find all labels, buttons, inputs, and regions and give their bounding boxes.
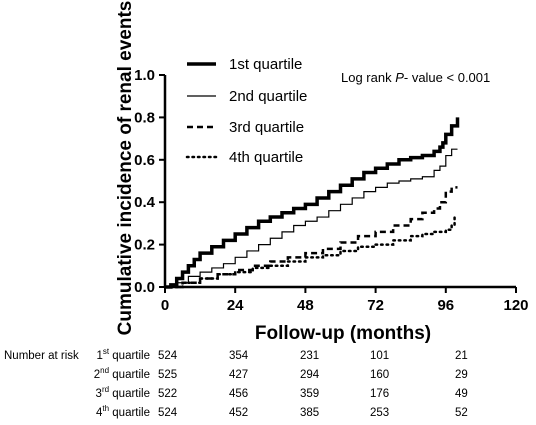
risk-cell: 176 <box>370 388 389 400</box>
risk-row-word: quartile <box>112 350 150 362</box>
legend-label-1: 1st quartile <box>229 56 302 73</box>
risk-row-ordinal: 4 <box>96 407 103 419</box>
risk-row-superscript: nd <box>100 366 109 375</box>
risk-cell: 231 <box>300 350 319 362</box>
risk-row-ordinal: 1 <box>96 350 102 362</box>
risk-row-ordinal: 2 <box>94 369 100 381</box>
risk-cell: 524 <box>158 407 178 419</box>
legend-label-4: 4th quartile <box>229 149 303 166</box>
risk-row-word: quartile <box>112 388 150 400</box>
number-at-risk-table: Number at risk 1st quartile 524 354 231 101 21… <box>4 347 468 419</box>
risk-row-label: 4th quartile <box>96 404 150 419</box>
x-tick-label: 72 <box>367 297 384 314</box>
y-tick-label: 0.8 <box>134 109 155 126</box>
annotation-suffix: - value < 0.001 <box>404 70 490 85</box>
risk-cell: 21 <box>455 350 468 362</box>
risk-cell: 427 <box>229 369 248 381</box>
risk-row-label: 2nd quartile <box>94 366 150 381</box>
y-axis-label: Cumulative incidence of renal events <box>115 1 136 336</box>
series-layer <box>163 117 460 289</box>
risk-cell: 294 <box>300 369 320 381</box>
y-tick-label: 1.0 <box>134 67 155 84</box>
annotation-prefix: Log rank <box>341 70 395 85</box>
legend: 1st quartile 2nd quartile 3rd quartile 4th … <box>185 56 307 166</box>
risk-cell: 354 <box>229 350 249 362</box>
risk-row-superscript: rd <box>102 385 109 394</box>
x-tick-label: 0 <box>161 297 169 314</box>
risk-cell: 525 <box>158 369 177 381</box>
x-tick-label: 48 <box>297 297 314 314</box>
legend-label-3: 3rd quartile <box>229 119 304 136</box>
risk-cell: 52 <box>455 407 468 419</box>
risk-cell: 160 <box>370 369 389 381</box>
x-axis-label: Follow-up (months) <box>255 323 431 344</box>
risk-row-word: quartile <box>112 407 150 419</box>
risk-row-superscript: st <box>103 347 110 356</box>
y-tick-label: 0.6 <box>134 152 155 169</box>
risk-row-ordinal: 3 <box>96 388 102 400</box>
x-tick-label: 96 <box>437 297 454 314</box>
risk-cell: 452 <box>229 407 248 419</box>
y-tick-label: 0.0 <box>134 279 155 296</box>
risk-cell: 456 <box>229 388 248 400</box>
risk-row-label: 1st quartile <box>96 347 150 362</box>
risk-cell: 522 <box>158 388 177 400</box>
risk-cell: 524 <box>158 350 178 362</box>
risk-row-label: 3rd quartile <box>96 385 150 400</box>
risk-row-superscript: th <box>102 404 109 413</box>
risk-row-word: quartile <box>112 369 150 381</box>
annotation-p: P <box>395 70 404 85</box>
log-rank-annotation: Log rank P- value < 0.001 <box>341 70 490 85</box>
risk-table-title: Number at risk <box>4 350 79 362</box>
axes: 0 24 48 72 96 120 0.0 0.2 0.4 0.6 0.8 1.0 <box>134 67 528 314</box>
risk-cell: 253 <box>370 407 389 419</box>
risk-cell: 49 <box>455 388 468 400</box>
risk-cell: 359 <box>300 388 319 400</box>
series-line-2 <box>165 148 458 288</box>
risk-cell: 29 <box>455 369 468 381</box>
legend-label-2: 2nd quartile <box>229 88 307 105</box>
series-line-1 <box>165 117 460 289</box>
x-tick-label: 120 <box>503 297 528 314</box>
series-line-4 <box>163 213 456 289</box>
risk-cell: 101 <box>370 350 389 362</box>
y-tick-label: 0.4 <box>134 194 156 211</box>
x-tick-label: 24 <box>227 297 244 314</box>
y-tick-label: 0.2 <box>134 237 155 254</box>
risk-cell: 385 <box>300 407 319 419</box>
